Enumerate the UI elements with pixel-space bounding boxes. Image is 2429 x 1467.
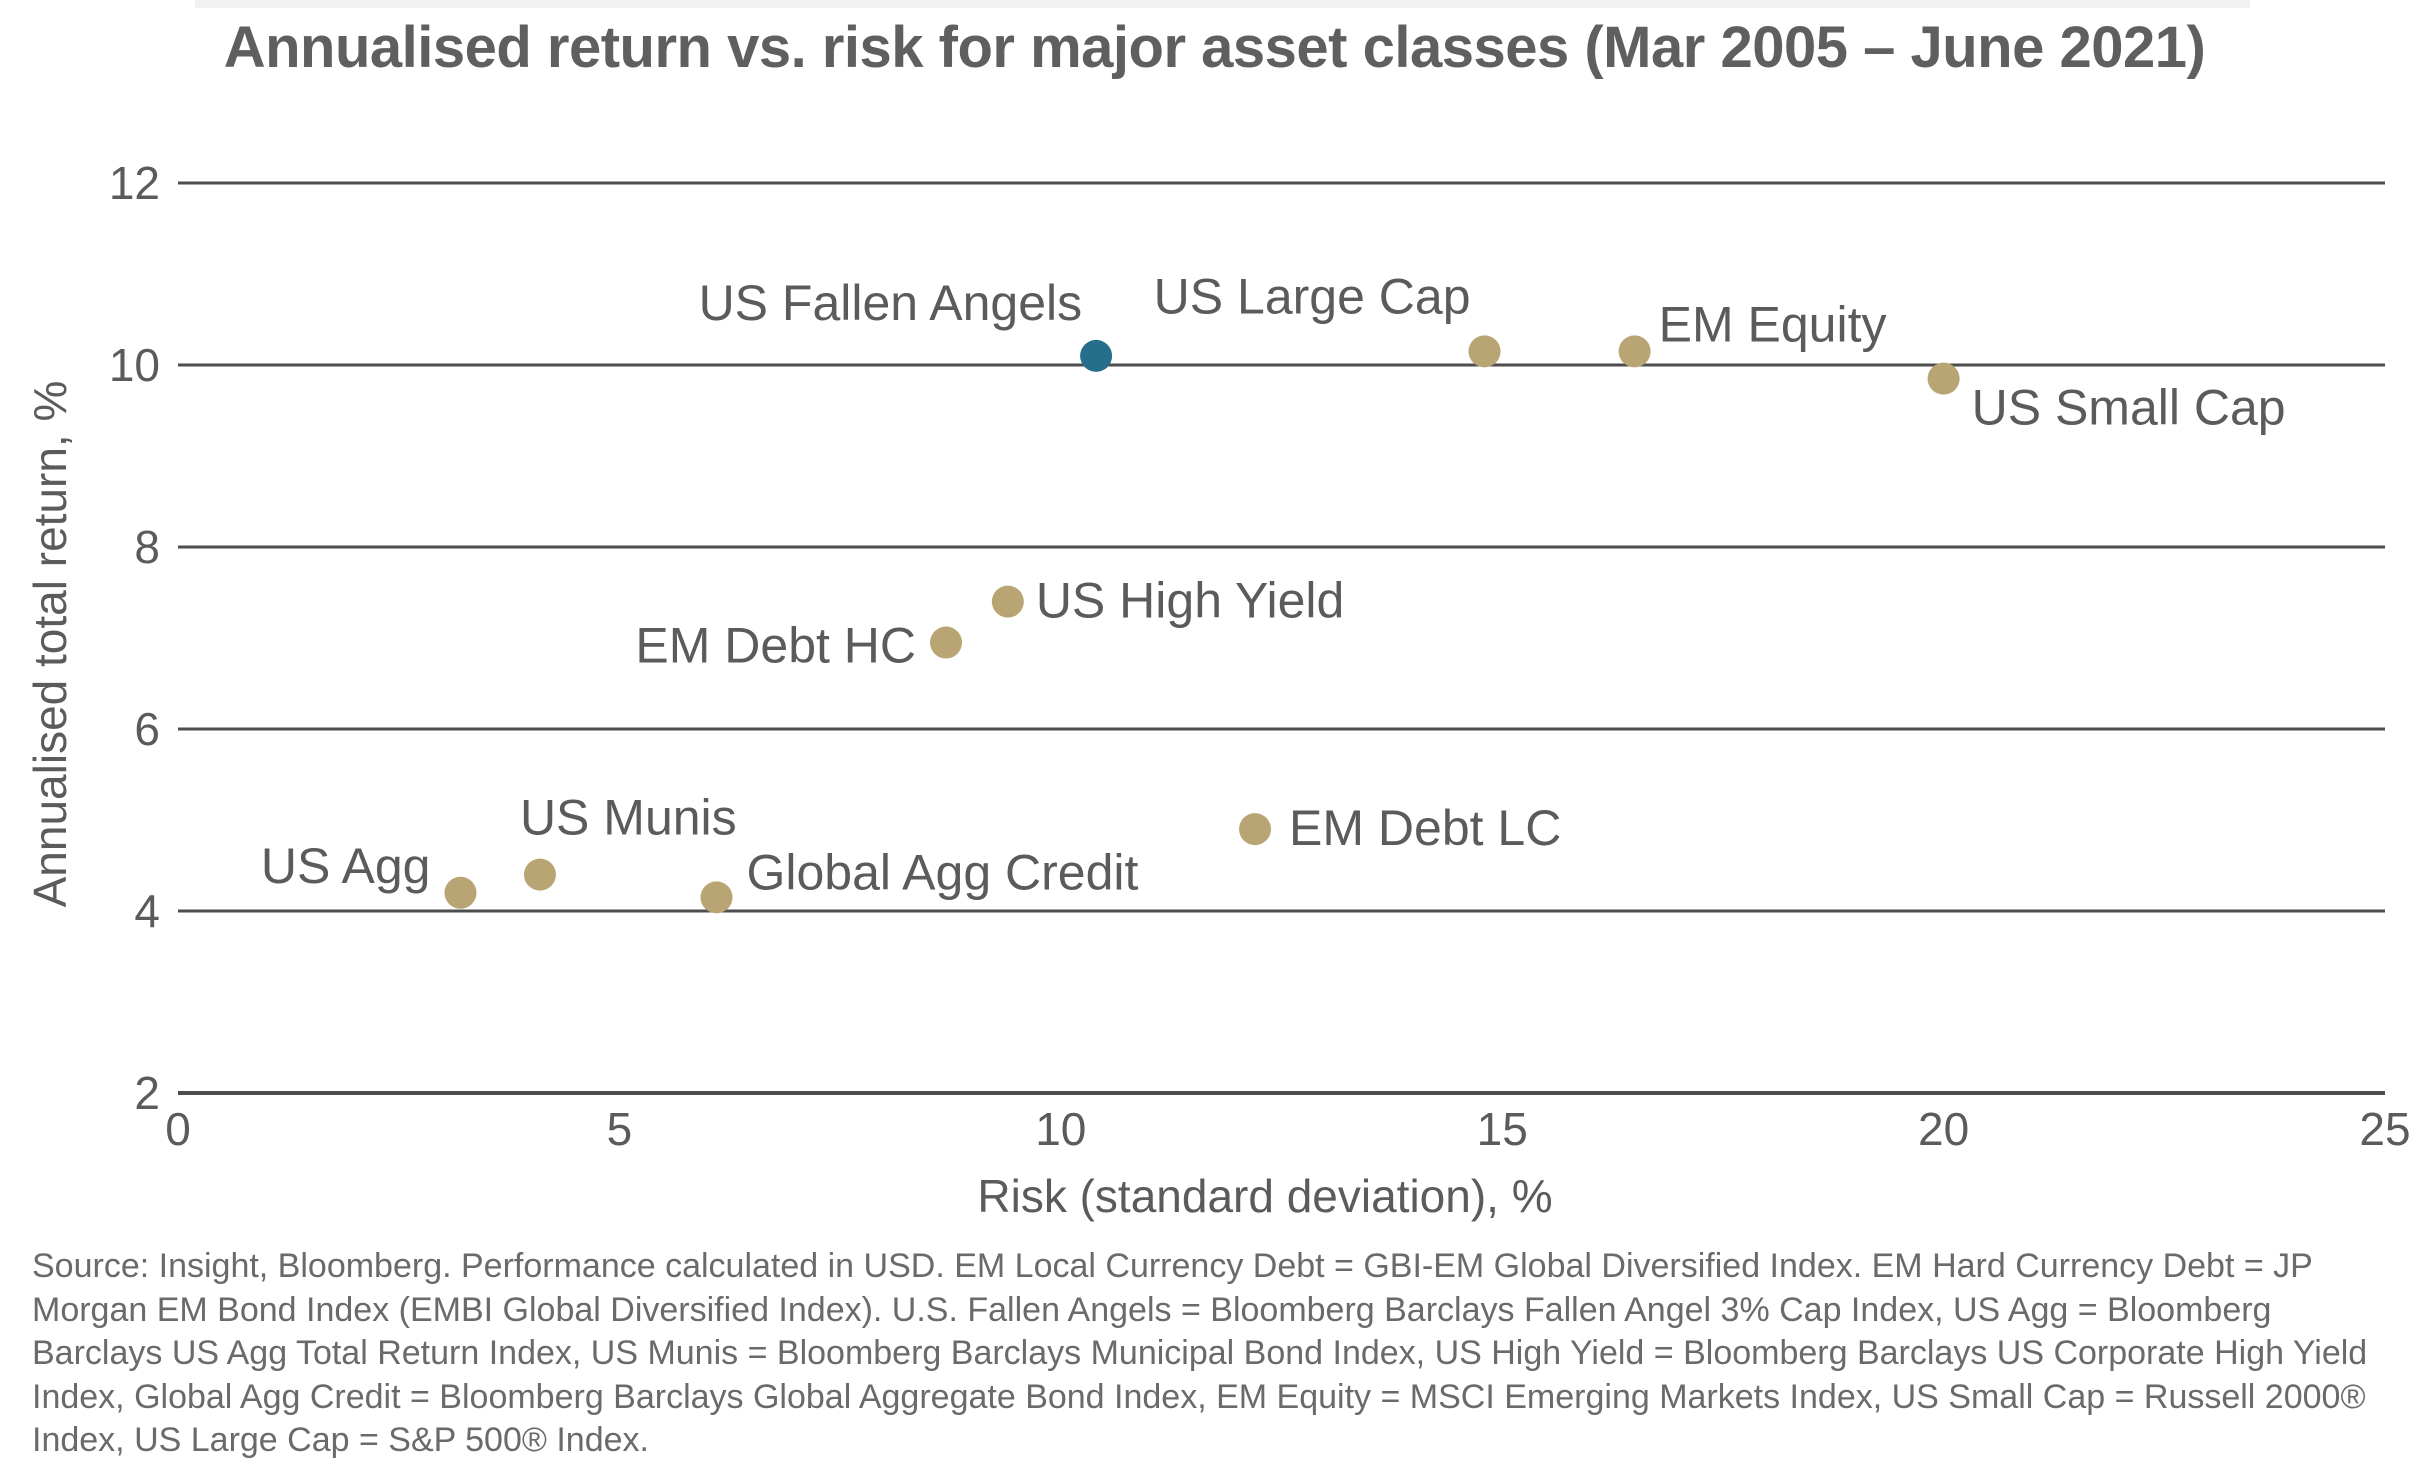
point-em-debt-lc xyxy=(1239,813,1272,846)
chart-title: Annualised return vs. risk for major ass… xyxy=(223,15,2206,80)
gridlines xyxy=(178,181,2385,1095)
point-us-munis xyxy=(523,858,556,891)
label-us-munis: US Munis xyxy=(520,790,737,846)
source-note: Source: Insight, Bloomberg. Performance … xyxy=(32,1247,2368,1459)
point-us-fallen-angels xyxy=(1080,339,1113,372)
y-tick-label: 2 xyxy=(134,1067,160,1119)
label-us-fallen-angels: US Fallen Angels xyxy=(699,275,1083,331)
top-divider xyxy=(195,0,2250,8)
label-us-high-yield: US High Yield xyxy=(1036,573,1345,629)
y-axis-title: Annualised total return, % xyxy=(24,381,76,908)
x-tick-label: 10 xyxy=(1035,1103,1086,1155)
x-tick-label: 0 xyxy=(165,1103,191,1155)
label-us-agg: US Agg xyxy=(261,838,431,894)
point-em-equity xyxy=(1618,335,1651,368)
y-tick-label: 8 xyxy=(134,521,160,573)
x-tick-labels: 0 5 10 15 20 25 xyxy=(165,1103,2410,1155)
x-tick-label: 25 xyxy=(2359,1103,2410,1155)
point-em-debt-hc xyxy=(930,626,963,659)
y-tick-labels: 2 4 6 8 10 12 xyxy=(109,157,160,1119)
y-tick-label: 6 xyxy=(134,703,160,755)
point-us-high-yield xyxy=(991,585,1024,618)
label-us-large-cap: US Large Cap xyxy=(1154,268,1471,324)
point-us-agg xyxy=(444,876,477,909)
x-tick-label: 5 xyxy=(607,1103,633,1155)
label-em-debt-hc: EM Debt HC xyxy=(635,618,916,674)
label-em-debt-lc: EM Debt LC xyxy=(1289,800,1561,856)
x-axis-title: Risk (standard deviation), % xyxy=(977,1170,1552,1222)
point-us-large-cap xyxy=(1468,335,1501,368)
label-us-small-cap: US Small Cap xyxy=(1972,380,2286,436)
y-tick-label: 12 xyxy=(109,157,160,209)
point-global-agg-credit xyxy=(700,881,733,914)
data-points xyxy=(444,335,1960,914)
x-tick-label: 20 xyxy=(1918,1103,1969,1155)
label-em-equity: EM Equity xyxy=(1659,296,1887,352)
point-labels: US Fallen Angels US Large Cap EM Equity US … xyxy=(261,268,2286,900)
label-global-agg-credit: Global Agg Credit xyxy=(747,844,1139,900)
y-tick-label: 10 xyxy=(109,339,160,391)
scatter-chart: 2 4 6 8 10 12 0 5 10 15 20 25 US Fallen Angels US L… xyxy=(24,157,2411,1222)
y-tick-label: 4 xyxy=(134,885,160,937)
x-tick-label: 15 xyxy=(1477,1103,1528,1155)
point-us-small-cap xyxy=(1927,362,1960,395)
